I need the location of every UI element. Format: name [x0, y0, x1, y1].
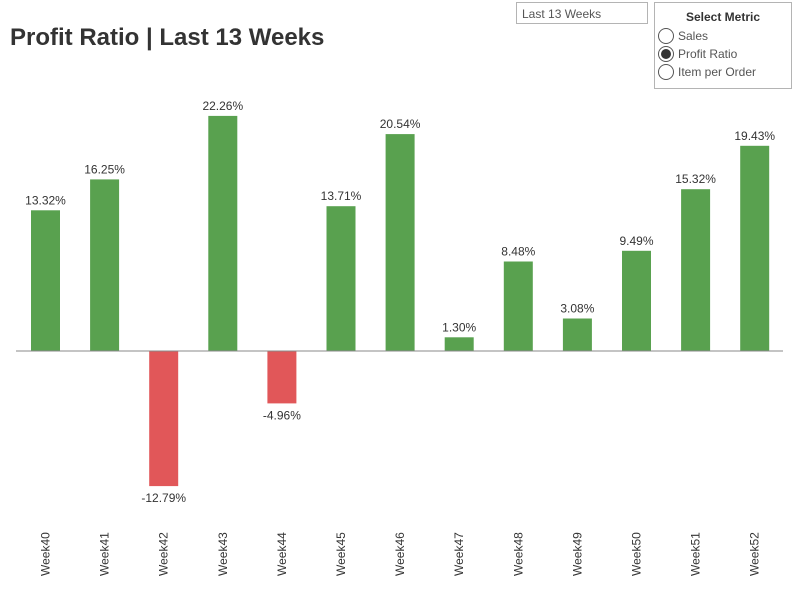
bar-week42	[149, 351, 179, 487]
bar-week46	[385, 134, 415, 351]
data-label: 13.32%	[25, 193, 66, 207]
x-tick-label: Week41	[98, 532, 112, 576]
data-label: 19.43%	[734, 129, 775, 143]
bar-week48	[503, 261, 533, 351]
metric-option-item-per-order[interactable]: Item per Order	[658, 63, 788, 81]
data-label: 9.49%	[619, 234, 653, 248]
data-label: 15.32%	[675, 172, 716, 186]
bar-week43	[208, 115, 238, 352]
data-label: 3.08%	[560, 302, 594, 316]
bar-week47	[444, 337, 474, 351]
x-tick-label: Week49	[570, 532, 584, 576]
data-label: 1.30%	[442, 320, 476, 334]
data-label: 20.54%	[380, 117, 421, 131]
bar-week44	[267, 351, 297, 404]
radio-item-per-order[interactable]	[658, 64, 674, 80]
x-tick-label: Week51	[689, 532, 703, 576]
metric-selector-title: Select Metric	[685, 10, 761, 24]
data-label: -4.96%	[263, 408, 301, 422]
x-tick-label: Week50	[630, 532, 644, 576]
x-tick-label: Week43	[216, 532, 230, 576]
x-tick-label: Week44	[275, 532, 289, 576]
radio-sales[interactable]	[658, 28, 674, 44]
x-tick-label: Week52	[748, 532, 762, 576]
data-label: 8.48%	[501, 245, 535, 259]
x-tick-label: Week46	[393, 532, 407, 576]
metric-option-profit-ratio[interactable]: Profit Ratio	[658, 45, 788, 63]
data-label: 16.25%	[84, 162, 125, 176]
bar-week52	[740, 145, 770, 351]
metric-option-label: Item per Order	[678, 65, 757, 79]
data-label: 22.26%	[202, 99, 243, 113]
x-tick-label: Week47	[452, 532, 466, 576]
x-tick-label: Week48	[511, 532, 525, 576]
page-title: Profit Ratio | Last 13 Weeks	[10, 24, 325, 51]
metric-option-label: Profit Ratio	[678, 47, 738, 61]
bar-week51	[681, 189, 711, 351]
radio-profit-ratio[interactable]	[658, 46, 674, 62]
x-tick-label: Week45	[334, 532, 348, 576]
metric-selector-panel: Select Metric Sales Profit Ratio Item pe…	[654, 2, 792, 89]
data-label: -12.79%	[141, 491, 186, 505]
data-label: 13.71%	[321, 189, 362, 203]
bar-week50	[622, 250, 651, 351]
date-range-filter[interactable]: Last 13 Weeks	[516, 2, 648, 24]
bar-week40	[31, 210, 60, 351]
x-tick-label: Week42	[157, 532, 171, 576]
metric-option-label: Sales	[678, 29, 709, 43]
bar-week41	[90, 179, 120, 351]
metric-option-sales[interactable]: Sales	[658, 27, 788, 45]
x-tick-label: Week40	[39, 532, 53, 576]
bar-week49	[562, 318, 592, 351]
bar-week45	[326, 206, 356, 351]
